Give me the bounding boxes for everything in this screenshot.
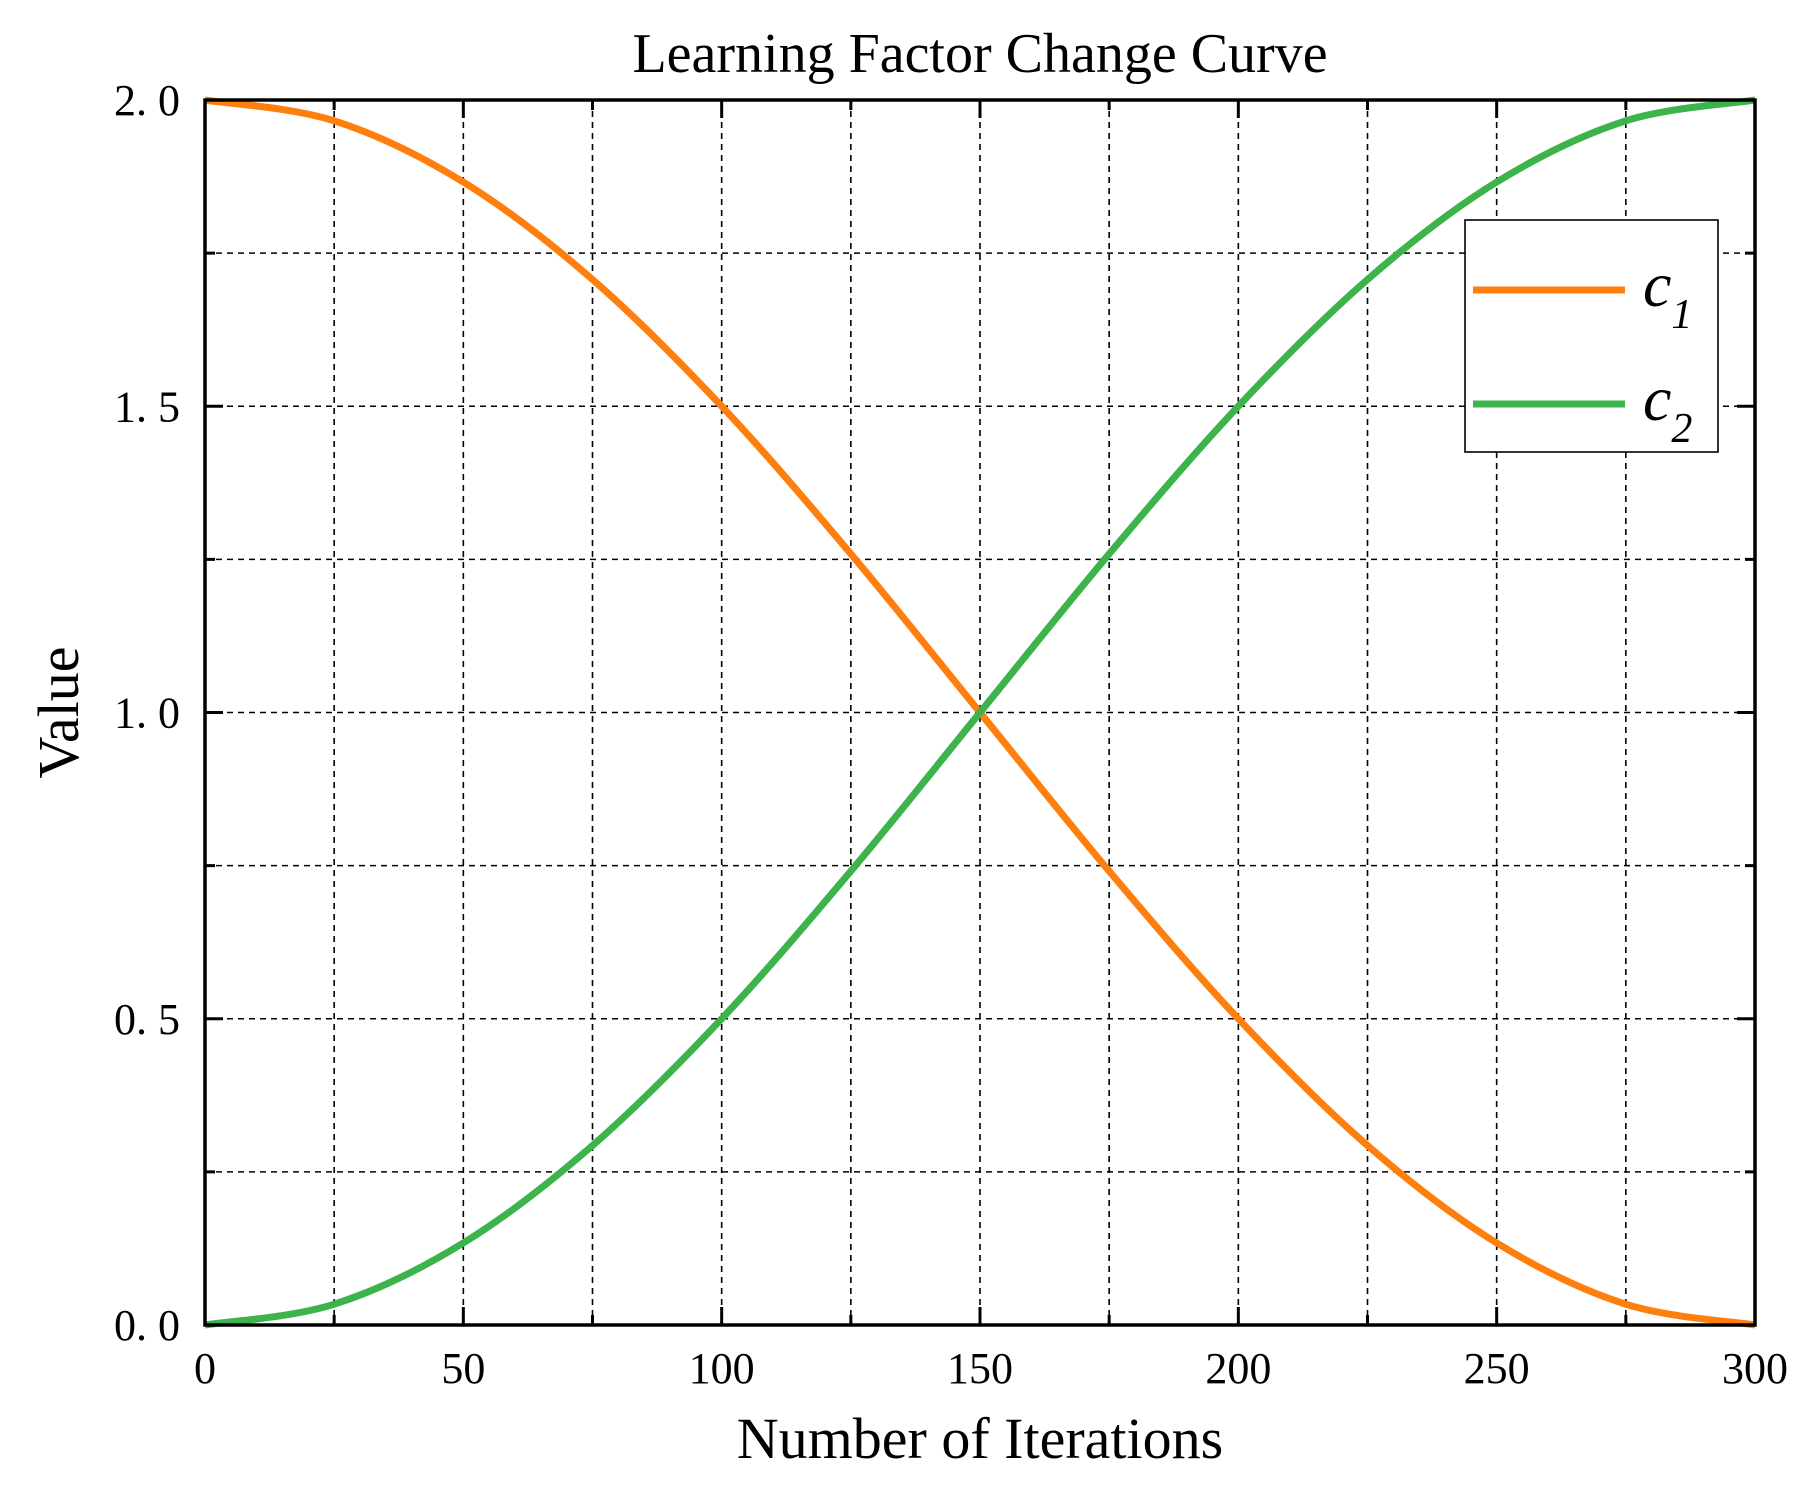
legend-label-c2: c2: [1643, 363, 1692, 452]
y-tick-label: 0. 0: [114, 1301, 180, 1350]
legend-label-subscript: 1: [1671, 292, 1692, 338]
y-tick-label: 0. 5: [114, 995, 180, 1044]
x-tick-label: 50: [441, 1344, 485, 1393]
x-tick-label: 0: [194, 1344, 216, 1393]
legend-label-main: c: [1643, 249, 1671, 320]
legend-label-c1: c1: [1643, 249, 1692, 338]
grid: [205, 100, 1755, 1325]
y-tick-label: 2. 0: [114, 76, 180, 125]
y-axis-label: Value: [26, 646, 91, 778]
x-tick-label: 150: [947, 1344, 1013, 1393]
x-tick-labels: 0 50 100 150 200 250 300: [194, 1344, 1788, 1393]
legend-label-main: c: [1643, 363, 1671, 434]
x-axis-label: Number of Iterations: [737, 1406, 1223, 1471]
y-tick-label: 1. 5: [114, 382, 180, 431]
chart-title: Learning Factor Change Curve: [632, 23, 1327, 85]
ticks: [203, 98, 1757, 1327]
x-tick-label: 100: [689, 1344, 755, 1393]
legend-box: [1464, 219, 1719, 453]
x-tick-label: 300: [1722, 1344, 1788, 1393]
legend-label-subscript: 2: [1671, 406, 1692, 452]
series-layer: [204, 96, 1756, 1329]
x-tick-label: 250: [1464, 1344, 1530, 1393]
series-line-c2: [204, 96, 1756, 1329]
y-tick-labels: 0. 0 0. 5 1. 0 1. 5 2. 0: [114, 76, 180, 1350]
y-tick-label: 1. 0: [114, 689, 180, 738]
x-tick-label: 200: [1205, 1344, 1271, 1393]
